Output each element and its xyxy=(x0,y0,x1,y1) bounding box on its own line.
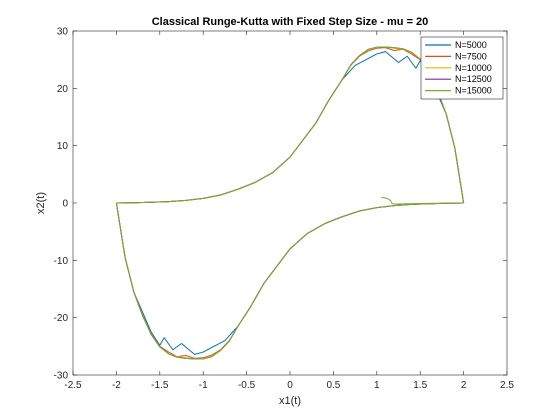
y-tick-label: -30 xyxy=(54,371,69,382)
y-tick-label: 30 xyxy=(57,27,69,38)
y-tick-label: -10 xyxy=(54,256,69,267)
legend-label-5: N=15000 xyxy=(455,86,492,96)
legend-label-3: N=10000 xyxy=(455,63,492,73)
y-tick-label: 0 xyxy=(62,199,68,210)
x-tick-label: -0.5 xyxy=(238,380,256,391)
y-axis-ticks: -30 -20 -10 0 10 20 30 xyxy=(54,27,507,382)
legend-label-4: N=12500 xyxy=(455,74,492,84)
y-tick-label: 10 xyxy=(57,141,69,152)
chart-title: Classical Runge-Kutta with Fixed Step Si… xyxy=(152,16,429,28)
x-tick-label: 2 xyxy=(461,380,467,391)
x-tick-label: 2.5 xyxy=(500,380,514,391)
x-tick-label: -1 xyxy=(199,380,208,391)
legend-label-1: N=5000 xyxy=(455,40,487,50)
y-tick-label: -20 xyxy=(54,313,69,324)
series-line-5 xyxy=(115,46,465,360)
series-layer xyxy=(115,46,465,360)
x-tick-label: 1.5 xyxy=(413,380,427,391)
x-tick-label: -2 xyxy=(112,380,121,391)
legend-label-2: N=7500 xyxy=(455,51,487,61)
x-tick-label: 1 xyxy=(374,380,380,391)
x-tick-label: 0.5 xyxy=(326,380,340,391)
x-axis-ticks: -2.5 -2 -1.5 -1 -0.5 0 0.5 1 1.5 2 2.5 xyxy=(64,31,514,391)
x-axis-label: x1(t) xyxy=(279,395,301,407)
x-tick-label: 0 xyxy=(287,380,293,391)
x-tick-label: -2.5 xyxy=(64,380,82,391)
y-tick-label: 20 xyxy=(57,84,69,95)
x-tick-label: -1.5 xyxy=(151,380,169,391)
y-axis-label: x2(t) xyxy=(35,192,47,214)
